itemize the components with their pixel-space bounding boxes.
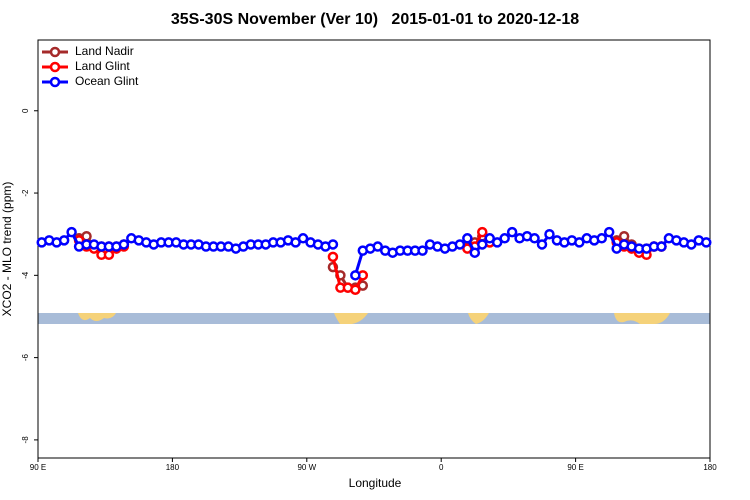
land-shape <box>614 313 670 324</box>
y-tick-label: -8 <box>21 436 30 444</box>
data-point <box>350 284 361 295</box>
x-tick-label: 90 W <box>297 463 316 472</box>
data-point <box>611 243 622 254</box>
data-point <box>529 233 540 244</box>
chart-title: 35S-30S November (Ver 10) 2015-01-01 to … <box>171 11 579 28</box>
legend-label: Ocean Glint <box>75 74 139 88</box>
data-point <box>477 239 488 250</box>
data-point <box>686 239 697 250</box>
data-point <box>372 241 383 252</box>
y-tick-label: -6 <box>21 354 30 362</box>
x-tick-label: 90 E <box>567 463 583 472</box>
data-point <box>58 235 70 246</box>
data-point <box>477 226 488 238</box>
legend-marker <box>49 61 61 73</box>
data-point <box>701 237 712 248</box>
x-tick-label: 180 <box>166 463 180 472</box>
data-point <box>506 226 518 238</box>
data-point <box>118 239 130 250</box>
data-point <box>66 226 77 238</box>
data-point <box>469 247 481 258</box>
data-point <box>603 226 615 238</box>
data-point <box>297 233 309 244</box>
land-mask <box>38 313 710 324</box>
data-point <box>618 230 630 242</box>
ocean-strip <box>38 313 710 324</box>
y-tick-label: 0 <box>21 108 30 113</box>
data-point <box>544 228 555 240</box>
data-point <box>499 233 510 244</box>
land-shape <box>334 313 368 324</box>
data-point <box>350 270 361 281</box>
series <box>36 226 712 281</box>
x-tick-label: 180 <box>703 463 717 472</box>
data-point <box>454 239 466 250</box>
data-point <box>327 239 339 250</box>
plot-frame <box>37 39 711 459</box>
data-point <box>327 251 339 263</box>
y-tick-label: -4 <box>21 271 30 279</box>
legend-label: Land Nadir <box>75 44 134 58</box>
land-shape <box>468 313 489 324</box>
x-axis-label: Longitude <box>349 476 402 490</box>
data-point <box>462 233 473 244</box>
data-point <box>574 237 585 248</box>
legend-marker <box>49 76 61 88</box>
data-point <box>656 241 667 252</box>
data-point <box>417 245 428 256</box>
land-shape <box>78 313 116 321</box>
y-tick-label: -2 <box>21 189 30 197</box>
legend-marker <box>49 46 61 58</box>
data-point <box>491 237 503 248</box>
data-point <box>536 239 548 250</box>
data-point <box>596 233 607 244</box>
data-point <box>103 249 115 261</box>
legend-label: Land Glint <box>75 59 130 73</box>
x-tick-label: 0 <box>439 463 444 472</box>
data-point <box>484 233 495 244</box>
x-tick-label: 90 E <box>30 463 46 472</box>
data-point <box>290 237 301 248</box>
y-axis-label: XCO2 - MLO trend (ppm) <box>0 182 14 317</box>
